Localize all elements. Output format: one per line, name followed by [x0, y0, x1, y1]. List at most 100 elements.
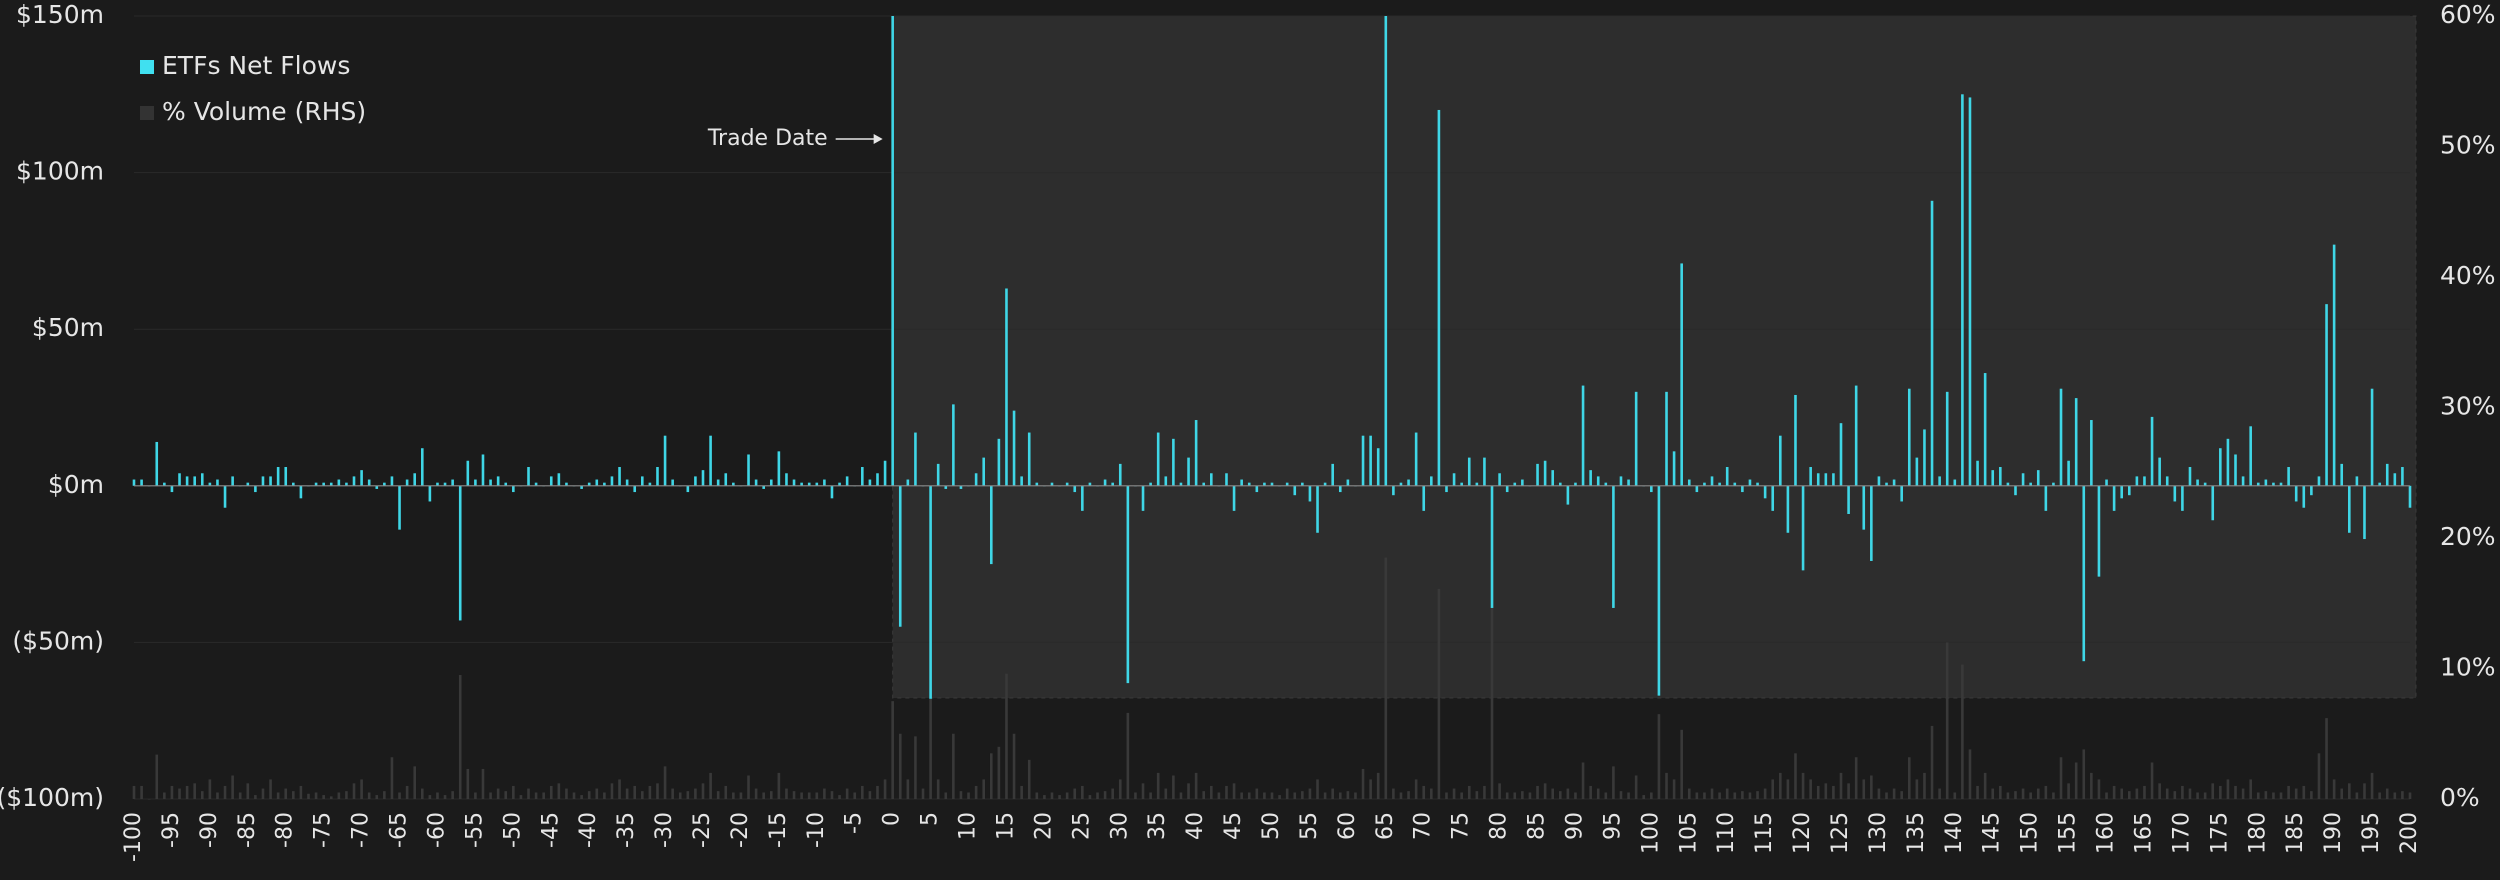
volume-bar	[496, 788, 500, 799]
volume-bar	[1096, 792, 1099, 799]
x-tick-label: 25	[1069, 812, 1094, 840]
x-tick-label: -40	[576, 812, 601, 848]
volume-bar	[2074, 762, 2078, 799]
x-tick-label: -75	[311, 812, 336, 848]
x-tick-label: -55	[462, 812, 487, 848]
x-tick-label: 65	[1373, 812, 1398, 840]
volume-bar	[1703, 792, 1706, 799]
flow-bar	[610, 476, 614, 486]
volume-bar	[663, 766, 667, 799]
volume-bar	[231, 775, 234, 799]
volume-bar	[1414, 779, 1418, 799]
flow-bar	[701, 470, 705, 486]
flow-bar	[1050, 482, 1054, 486]
flow-bar	[352, 476, 356, 486]
flow-bar	[2036, 470, 2040, 486]
volume-bar	[1065, 792, 1069, 799]
flow-bar	[2105, 479, 2108, 486]
volume-bar	[329, 796, 333, 799]
y2-tick-label: 60%	[2440, 0, 2496, 29]
flow-bar	[2355, 476, 2359, 486]
flow-bar	[1172, 438, 1175, 486]
x-tick-label: 190	[2321, 812, 2346, 854]
flow-bar	[1081, 485, 1084, 511]
flow-bar	[2188, 467, 2192, 486]
volume-bar	[815, 792, 819, 799]
flow-bar	[1566, 485, 1570, 505]
volume-bar	[216, 792, 219, 799]
flow-bar	[2029, 482, 2032, 486]
volume-bar	[1263, 792, 1266, 799]
flow-bar	[2279, 482, 2283, 486]
volume-bar	[481, 768, 485, 799]
flow-bar	[1695, 485, 1699, 493]
flow-bar	[1907, 388, 1911, 486]
flow-bar	[375, 485, 379, 489]
x-tick-label: 160	[2094, 812, 2119, 854]
flow-bar	[1558, 482, 1562, 486]
flow-bar	[1399, 482, 1403, 486]
x-tick-label: -35	[614, 812, 639, 848]
flow-bar	[329, 482, 333, 486]
volume-bar	[1301, 791, 1304, 799]
volume-bar	[2203, 792, 2207, 799]
flow-bar	[2302, 485, 2306, 508]
flow-bar	[1346, 479, 1350, 486]
flow-bar	[1118, 463, 1122, 486]
volume-bar	[1308, 788, 1312, 799]
x-tick-label: -45	[538, 812, 563, 848]
volume-bar	[656, 783, 659, 799]
flow-bar	[254, 485, 257, 493]
flow-bar	[1748, 479, 1752, 486]
flow-bar	[747, 454, 750, 486]
volume-bar	[246, 783, 250, 799]
volume-bar	[519, 795, 523, 799]
volume-bar	[238, 792, 242, 799]
flow-bar	[777, 451, 781, 486]
flow-bar	[1725, 467, 1729, 486]
volume-bar	[466, 768, 470, 799]
flow-bar	[1976, 460, 1979, 486]
flow-bar	[2112, 485, 2116, 511]
volume-bar	[921, 788, 925, 799]
x-tick-label: 155	[2056, 812, 2081, 854]
volume-bar	[1164, 788, 1168, 799]
volume-bar	[2135, 788, 2139, 799]
volume-bar	[163, 792, 166, 799]
flow-bar	[193, 476, 196, 486]
x-tick-label: -100	[121, 812, 146, 862]
volume-bar	[1437, 588, 1441, 799]
flow-bar	[1801, 485, 1805, 571]
volume-bar	[769, 791, 773, 799]
x-tick-label: 195	[2359, 812, 2384, 854]
flow-bar	[2120, 485, 2124, 499]
flow-bar	[2165, 476, 2169, 486]
volume-bar	[1331, 788, 1334, 799]
flow-bar	[1012, 410, 1016, 486]
flow-bar	[838, 482, 841, 486]
x-tick-label: -60	[424, 812, 449, 848]
volume-bar	[1930, 725, 1934, 799]
flow-bar	[458, 485, 462, 621]
volume-bar	[1839, 772, 1843, 799]
flow-bar	[246, 482, 250, 486]
volume-bar	[360, 779, 363, 799]
flow-bar	[314, 482, 318, 486]
volume-bar	[777, 772, 781, 799]
volume-bar	[2006, 792, 2010, 799]
volume-bar	[2090, 772, 2093, 799]
x-tick-label: 10	[956, 812, 981, 840]
flow-bar	[1293, 485, 1297, 496]
volume-bar	[345, 791, 348, 799]
volume-bar	[375, 795, 379, 799]
volume-bar	[1915, 779, 1919, 799]
volume-bar	[1650, 792, 1653, 799]
flow-bar	[1232, 485, 1236, 511]
volume-bar	[2302, 785, 2306, 799]
volume-bar	[443, 795, 447, 799]
volume-bar	[1551, 788, 1555, 799]
flow-bar	[2173, 485, 2177, 502]
flow-bar	[2219, 448, 2222, 486]
x-tick-label: 125	[1828, 812, 1853, 854]
volume-bar	[1961, 664, 1964, 799]
